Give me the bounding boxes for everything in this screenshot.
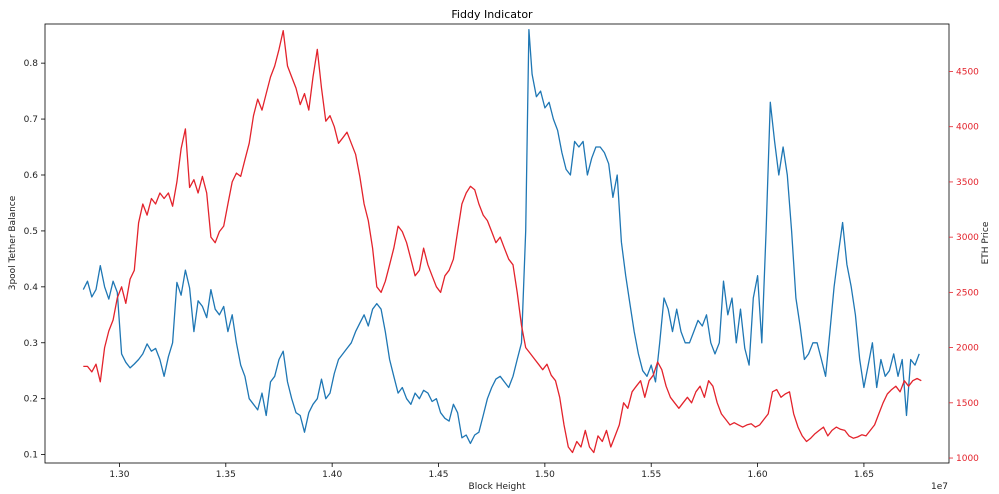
left-tick-label: 0.3 bbox=[24, 339, 38, 349]
right-tick-label: 3500 bbox=[956, 178, 979, 188]
chart-title: Fiddy Indicator bbox=[451, 8, 533, 21]
plot-area bbox=[44, 23, 950, 464]
right-tick-label: 3000 bbox=[956, 233, 979, 243]
left-tick-label: 0.5 bbox=[24, 227, 38, 237]
x-tick-label: 1.65 bbox=[854, 470, 874, 480]
right-tick-label: 1500 bbox=[956, 399, 979, 409]
right-tick-label: 4000 bbox=[956, 123, 979, 133]
right-tick-label: 1000 bbox=[956, 454, 979, 464]
left-axis-ticks: 0.1 0.2 0.3 0.4 0.5 0.6 0.7 0.8 bbox=[24, 59, 45, 461]
left-tick-label: 0.1 bbox=[24, 451, 38, 461]
right-tick-label: 2000 bbox=[956, 344, 979, 354]
x-tick-label: 1.45 bbox=[428, 470, 448, 480]
left-tick-label: 0.6 bbox=[24, 171, 39, 181]
left-tick-label: 0.2 bbox=[24, 395, 38, 405]
right-tick-label: 4500 bbox=[956, 67, 979, 77]
left-tick-label: 0.8 bbox=[24, 59, 39, 69]
plot-frame bbox=[44, 23, 950, 464]
x-tick-label: 1.55 bbox=[641, 470, 661, 480]
series-line-eth-price bbox=[83, 29, 922, 454]
series-line-tether-balance bbox=[82, 28, 920, 445]
x-tick-label: 1.50 bbox=[535, 470, 555, 480]
x-tick-label: 1.35 bbox=[216, 470, 236, 480]
x-axis-ticks: 1.30 1.35 1.40 1.45 1.50 1.55 1.60 1.65 bbox=[109, 463, 874, 480]
x-tick-label: 1.30 bbox=[109, 470, 129, 480]
x-axis-label: Block Height bbox=[469, 482, 526, 492]
left-tick-label: 0.4 bbox=[24, 283, 39, 293]
right-axis-label: ETH Price bbox=[981, 221, 991, 264]
right-tick-label: 2500 bbox=[956, 288, 979, 298]
x-axis-offset-label: 1e7 bbox=[931, 482, 948, 492]
x-tick-label: 1.60 bbox=[748, 470, 768, 480]
left-tick-label: 0.7 bbox=[24, 115, 38, 125]
right-axis-ticks: 1000 1500 2000 2500 3000 3500 4000 4500 bbox=[949, 67, 979, 464]
series-group bbox=[82, 28, 922, 454]
left-axis-label: 3pool Tether Balance bbox=[8, 195, 18, 290]
x-tick-label: 1.40 bbox=[322, 470, 342, 480]
